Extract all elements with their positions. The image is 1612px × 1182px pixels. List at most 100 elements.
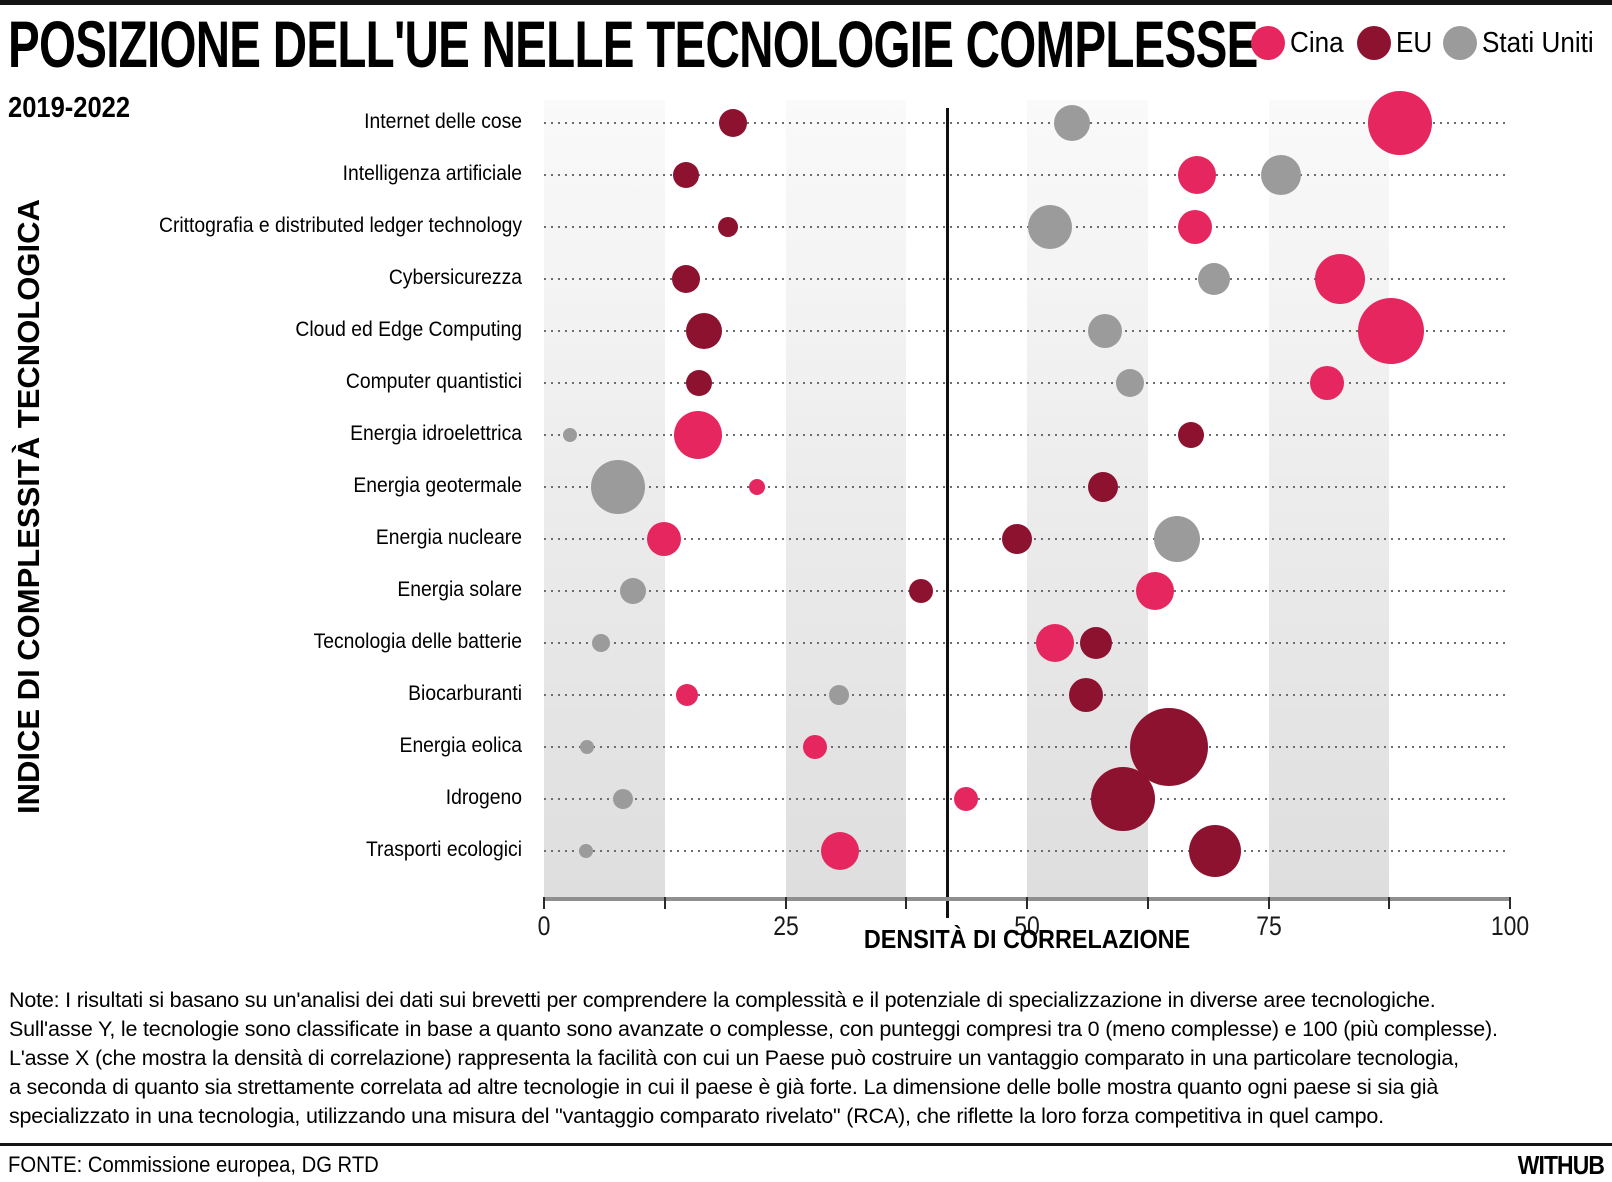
row-gridline	[544, 850, 1510, 852]
data-bubble-cina	[1314, 254, 1365, 304]
category-label: Idrogeno	[445, 786, 522, 809]
footnote-text: Note: I risultati si basano su un'analis…	[9, 988, 1498, 1128]
row-gridline	[544, 746, 1510, 748]
footer-divider	[0, 1143, 1612, 1146]
category-label: Intelligenza artificiale	[342, 162, 522, 185]
data-bubble-eu	[1068, 678, 1103, 712]
stati-uniti-color-dot-icon	[1442, 26, 1477, 60]
data-bubble-eu	[1130, 708, 1208, 786]
row-gridline	[544, 434, 1510, 436]
y-axis-title: INDICE DI COMPLESSITÀ TECNOLOGICA	[11, 199, 46, 814]
data-bubble-eu	[686, 313, 723, 349]
data-bubble-stati-uniti	[1116, 369, 1145, 397]
category-label: Energia solare	[397, 578, 522, 601]
data-bubble-eu	[1088, 472, 1119, 502]
data-bubble-eu	[1079, 627, 1112, 659]
source-credit: FONTE: Commissione europea, DG RTD	[8, 1152, 379, 1177]
data-bubble-cina	[954, 787, 979, 811]
row-gridline	[544, 174, 1510, 176]
data-bubble-stati-uniti	[828, 685, 849, 705]
data-bubble-eu	[672, 265, 700, 293]
data-bubble-stati-uniti	[1261, 155, 1302, 195]
data-bubble-cina	[820, 832, 859, 870]
x-tick-label: 0	[537, 911, 551, 941]
row-gridline	[544, 590, 1510, 592]
background-band	[1268, 100, 1390, 897]
withub-logo: WITHUB	[1517, 1150, 1605, 1180]
data-bubble-cina	[673, 411, 722, 459]
data-bubble-stati-uniti	[591, 634, 610, 652]
x-tick-label: 75	[1255, 911, 1282, 941]
data-bubble-stati-uniti	[563, 428, 578, 442]
category-label: Cybersicurezza	[388, 266, 522, 289]
data-bubble-cina	[1178, 210, 1213, 244]
data-bubble-stati-uniti	[613, 789, 634, 809]
category-label: Tecnologia delle batterie	[313, 630, 522, 653]
x-major-tick	[543, 897, 545, 909]
row-gridline	[544, 642, 1510, 644]
x-major-tick	[784, 897, 787, 909]
data-bubble-stati-uniti	[619, 578, 646, 604]
x-minor-tick	[905, 897, 908, 909]
data-bubble-cina	[1310, 366, 1345, 400]
data-bubble-eu	[719, 109, 748, 137]
x-tick-label: 25	[772, 911, 799, 941]
x-minor-tick	[1388, 897, 1391, 909]
x-minor-tick	[663, 897, 666, 909]
data-bubble-stati-uniti	[1028, 205, 1073, 249]
data-bubble-stati-uniti	[1198, 263, 1231, 295]
category-label: Energia geotermale	[353, 474, 522, 497]
data-bubble-cina	[1178, 156, 1217, 194]
data-bubble-eu	[1189, 825, 1242, 877]
category-label: Trasporti ecologici	[365, 838, 522, 861]
category-label: Biocarburanti	[408, 682, 522, 705]
page-title: POSIZIONE DELL'UE NELLE TECNOLOGIE COMPL…	[8, 7, 1258, 81]
category-label: Energia idroelettrica	[350, 422, 522, 445]
category-label: Crittografia e distributed ledger techno…	[159, 214, 522, 237]
background-band	[785, 100, 907, 897]
legend-item-cina: Cina	[1250, 26, 1350, 60]
legend: Cina EU Stati Uniti	[1250, 26, 1606, 60]
row-gridline	[544, 382, 1510, 384]
x-major-tick	[1026, 897, 1028, 909]
x-minor-tick	[1146, 897, 1149, 909]
category-label: Computer quantistici	[345, 370, 522, 393]
data-bubble-eu	[908, 579, 933, 603]
data-bubble-stati-uniti	[1054, 105, 1091, 141]
row-gridline	[544, 798, 1510, 800]
data-bubble-cina	[803, 735, 828, 759]
data-bubble-eu	[685, 370, 712, 396]
x-major-tick	[1267, 897, 1270, 909]
legend-label-cina: Cina	[1289, 26, 1344, 59]
data-bubble-eu	[1002, 524, 1033, 554]
cina-color-dot-icon	[1250, 26, 1285, 60]
row-gridline	[544, 330, 1510, 332]
x-tick-label: 100	[1490, 911, 1530, 941]
category-label: Cloud ed Edge Computing	[295, 318, 522, 341]
data-bubble-stati-uniti	[1153, 516, 1200, 562]
data-bubble-stati-uniti	[591, 460, 646, 514]
data-bubble-stati-uniti	[1088, 314, 1123, 348]
data-bubble-eu	[1090, 767, 1155, 831]
row-gridline	[544, 122, 1510, 124]
page-subtitle: 2019-2022	[8, 92, 131, 124]
data-bubble-stati-uniti	[578, 844, 593, 858]
data-bubble-cina	[675, 684, 698, 706]
row-gridline	[544, 694, 1510, 696]
data-bubble-cina	[1367, 91, 1432, 155]
top-accent-bar	[0, 0, 1612, 5]
data-bubble-cina	[748, 479, 765, 495]
data-bubble-cina	[1136, 572, 1175, 610]
data-bubble-eu	[1178, 422, 1205, 448]
legend-item-eu: EU	[1356, 26, 1436, 60]
category-label: Internet delle cose	[364, 110, 522, 133]
x-major-tick	[1509, 897, 1511, 909]
row-gridline	[544, 226, 1510, 228]
legend-item-stati-uniti: Stati Uniti	[1442, 26, 1606, 60]
data-bubble-cina	[1358, 298, 1425, 364]
legend-label-eu: EU	[1395, 26, 1432, 59]
data-bubble-eu	[717, 217, 738, 237]
data-bubble-cina	[1036, 624, 1074, 662]
data-bubble-stati-uniti	[580, 740, 595, 754]
